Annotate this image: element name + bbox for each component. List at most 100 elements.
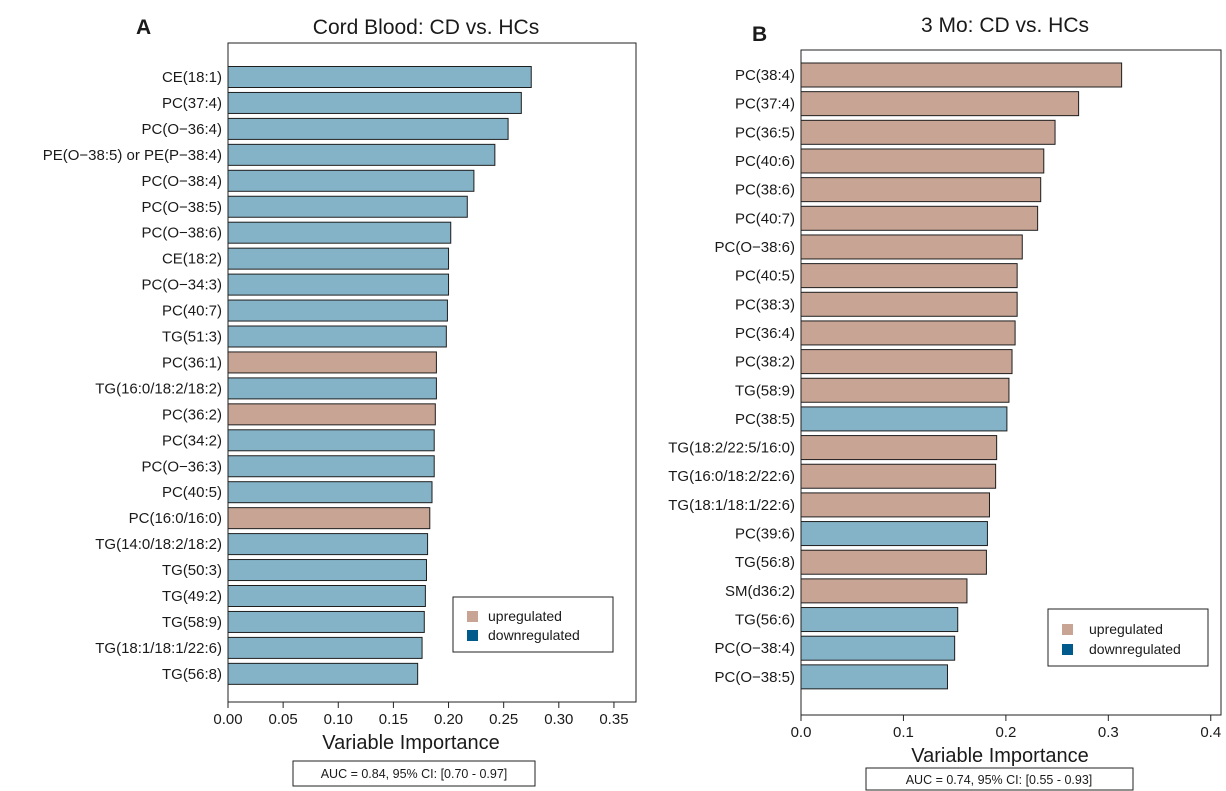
bar-upregulated [800, 291, 1018, 317]
panel-a-auc-annotation: AUC = 0.84, 95% CI: [0.70 - 0.97] [321, 767, 508, 781]
bar-downregulated [227, 636, 423, 659]
category-label: PC(36:1) [162, 354, 222, 371]
bar-upregulated [800, 492, 990, 518]
auc-box [865, 767, 1134, 791]
category-label: PC(38:2) [735, 354, 795, 371]
bar-downregulated [227, 585, 426, 607]
bar-downregulated [800, 635, 956, 661]
panel-a-bars: CE(18:1) PC(37:4) PC(O−36:4) PE(O−38:5) or … [43, 66, 532, 685]
panel-b-auc-annotation: AUC = 0.74, 95% CI: [0.55 - 0.93] [906, 773, 1093, 787]
legend-swatch-upregulated [467, 611, 478, 622]
panel-a-plot-frame [227, 42, 637, 703]
bar-upregulated [800, 263, 1018, 289]
category-label: TG(58:9) [735, 382, 795, 399]
category-label: TG(51:3) [162, 329, 222, 346]
panel-b-x-axis-label: Variable Importance [911, 745, 1089, 767]
category-label: CE(18:2) [162, 251, 222, 268]
bar-upregulated [800, 91, 1080, 117]
bar-downregulated [800, 521, 988, 547]
bar-upregulated [800, 349, 1013, 375]
bar-downregulated [227, 169, 475, 192]
legend-swatch-upregulated [1062, 624, 1073, 635]
bar-downregulated [227, 455, 435, 478]
legend-box [452, 596, 614, 653]
legend-label-upregulated: upregulated [1089, 621, 1163, 637]
category-label: PE(O−38:5) or PE(P−38:4) [43, 147, 222, 164]
category-label: PC(O−34:3) [142, 277, 222, 294]
x-tick-label: 0.15 [379, 711, 408, 728]
panel-b-title: 3 Mo: CD vs. HCs [921, 14, 1089, 37]
category-label: PC(38:5) [735, 411, 795, 428]
bar-upregulated [800, 320, 1016, 346]
bar-downregulated [227, 66, 532, 88]
x-tick-label: 0.10 [324, 711, 353, 728]
legend-label-downregulated: downregulated [488, 627, 580, 643]
category-label: PC(39:6) [735, 526, 795, 543]
category-label: TG(16:0/18:2/22:6) [668, 468, 795, 485]
category-label: PC(36:2) [162, 406, 222, 423]
panel-letter-a: A [136, 16, 151, 39]
category-label: TG(18:1/18:1/22:6) [668, 497, 795, 514]
bar-downregulated [800, 664, 948, 690]
x-tick-label: 0.0 [791, 724, 812, 741]
category-label: PC(40:7) [735, 210, 795, 227]
category-label: PC(O−38:6) [142, 225, 222, 242]
bar-downregulated [227, 221, 452, 244]
x-tick-label: 0.00 [213, 711, 242, 728]
bar-upregulated [227, 507, 431, 530]
bar-upregulated [800, 62, 1123, 88]
legend-label-upregulated: upregulated [488, 608, 562, 624]
category-label: PC(36:4) [735, 325, 795, 342]
bar-downregulated [227, 481, 433, 504]
category-label: PC(O−38:5) [142, 199, 222, 216]
x-tick-label: 0.30 [544, 711, 573, 728]
bar-downregulated [227, 377, 437, 400]
bar-downregulated [227, 247, 450, 270]
x-tick-label: 0.05 [269, 711, 298, 728]
bar-downregulated [227, 195, 468, 218]
category-label: TG(14:0/18:2/18:2) [95, 536, 222, 553]
bar-upregulated [800, 148, 1045, 174]
panel-letter-b: B [752, 23, 767, 46]
x-tick-label: 0.2 [995, 724, 1016, 741]
category-label: PC(16:0/16:0) [129, 510, 222, 527]
category-label: PC(O−38:4) [715, 640, 795, 657]
panel-b-plot-frame [800, 49, 1222, 716]
bar-downregulated [227, 273, 450, 296]
x-tick-label: 0.1 [893, 724, 914, 741]
bar-downregulated [227, 662, 419, 685]
panel-b-legend: upregulated downregulated [1047, 608, 1209, 667]
category-label: PC(38:3) [735, 296, 795, 313]
panel-a-x-axis-label: Variable Importance [322, 732, 500, 754]
bar-downregulated [800, 607, 959, 633]
bar-downregulated [227, 299, 448, 322]
panel-a-legend: upregulated downregulated [452, 596, 614, 653]
x-tick-label: 0.20 [434, 711, 463, 728]
bar-upregulated [800, 119, 1056, 145]
bar-downregulated [227, 610, 425, 633]
category-label: PC(38:4) [735, 67, 795, 84]
legend-label-downregulated: downregulated [1089, 641, 1181, 657]
bar-downregulated [227, 91, 522, 114]
category-label: CE(18:1) [162, 69, 222, 86]
category-label: PC(O−38:4) [142, 173, 222, 190]
category-label: PC(36:5) [735, 124, 795, 141]
x-tick-label: 0.35 [599, 711, 628, 728]
bar-downregulated [227, 429, 435, 452]
category-label: PC(34:2) [162, 432, 222, 449]
panel-b-x-axis: 0.0 0.1 0.2 0.3 0.4 [791, 715, 1221, 741]
category-label: TG(56:8) [735, 554, 795, 571]
bar-upregulated [800, 177, 1042, 203]
category-label: TG(50:3) [162, 562, 222, 579]
category-label: PC(O−38:5) [715, 669, 795, 686]
bar-upregulated [800, 234, 1023, 260]
category-label: PC(38:6) [735, 182, 795, 199]
panel-b-bars: PC(38:4) PC(37:4) PC(36:5) PC(40:6) PC(38:6)… [668, 62, 1123, 690]
bar-downregulated [800, 406, 1008, 432]
category-label: TG(56:6) [735, 612, 795, 629]
category-label: TG(18:2/22:5/16:0) [668, 440, 795, 457]
category-label: TG(58:9) [162, 614, 222, 631]
panel-b: B 3 Mo: CD vs. HCs PC(38:4) PC(37:4) PC(36… [668, 14, 1222, 791]
panel-a-x-axis: 0.00 0.05 0.10 0.15 0.20 0.25 0.30 0.35 [213, 702, 629, 728]
bar-downregulated [227, 143, 496, 166]
